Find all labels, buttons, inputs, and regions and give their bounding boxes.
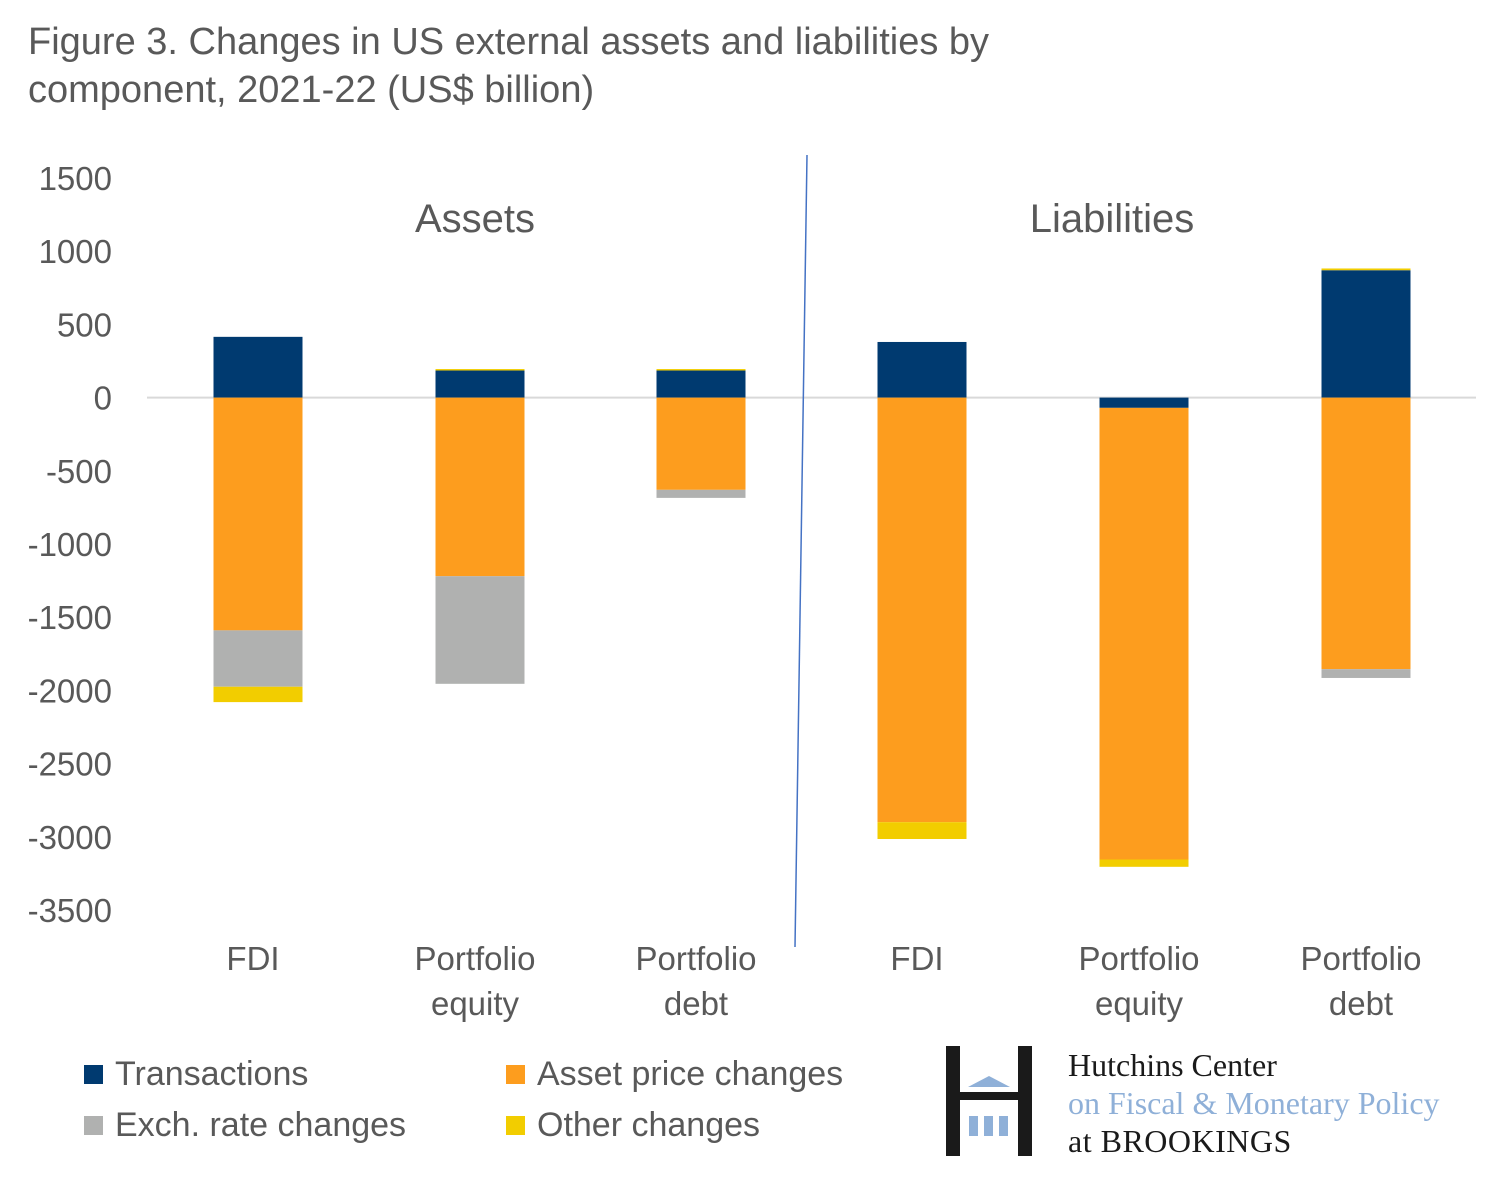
bar-segment-transactions [213,336,303,398]
bar-segment-other-changes [213,686,303,703]
bar-segment-other-changes [435,369,525,371]
bar-segment-exch-rate-changes [656,489,746,498]
group-label-liabilities: Liabilities [1030,197,1195,241]
logo-line-1: Hutchins Center [1068,1047,1277,1083]
x-category-label: Portfolio equity [414,940,535,1022]
legend-item-transactions: Transactions [84,1055,308,1094]
x-category-label: FDI [226,940,279,977]
bar-segment-asset-price-changes [877,397,967,823]
hutchins-h-building-icon [946,1046,1032,1156]
logo-line-3: at BROOKINGS [1068,1123,1292,1159]
bar-segment-transactions [1321,270,1411,398]
legend-item-asset-price-changes: Asset price changes [506,1055,843,1094]
bar-segment-transactions [656,370,746,398]
x-axis: FDI Portfolio equity Portfolio debt FDI Portfo… [226,940,1421,1022]
x-category-label: Portfolio debt [635,940,756,1022]
bar-segment-asset-price-changes [213,397,303,631]
bar-segment-other-changes [656,369,746,371]
y-tick-label: -500 [46,453,112,490]
bar-segment-other-changes [1321,268,1411,271]
bar-segment-asset-price-changes [435,397,525,577]
bar-segment-transactions [1099,397,1189,408]
group-labels: Assets Liabilities [415,197,1194,241]
y-tick-label: -3000 [28,819,112,856]
y-tick-label: 1000 [39,233,112,270]
chart-title-line-2: component, 2021-22 (US$ billion) [28,69,595,111]
bar-segment-exch-rate-changes [1321,669,1411,678]
assets-liabilities-divider [794,154,808,948]
legend-item-exch-rate-changes: Exch. rate changes [84,1106,406,1145]
legend-item-other-changes: Other changes [506,1106,760,1145]
bars [213,268,1411,867]
logo-line-2: on Fiscal & Monetary Policy [1068,1085,1440,1121]
x-category-label: FDI [890,940,943,977]
bar-segment-transactions [435,370,525,398]
bar-segment-other-changes [877,822,967,839]
logo-text: Hutchins Center on Fiscal & Monetary Pol… [1068,1046,1440,1160]
y-tick-label: 500 [57,306,112,343]
x-category-label: Portfolio debt [1300,940,1421,1022]
legend-swatch-transactions [84,1065,103,1084]
y-tick-label: -2500 [28,746,112,783]
bar-segment-asset-price-changes [656,397,746,490]
bar-segment-exch-rate-changes [435,576,525,684]
stacked-bar-chart: 1500 1000 500 0 -500 -1000 -1500 -2000 -2500 -300… [28,154,1476,1022]
x-category-label: Portfolio equity [1078,940,1199,1022]
bar-segment-asset-price-changes [1099,407,1189,860]
bar-segment-other-changes [1099,859,1189,867]
y-tick-label: 1500 [39,160,112,197]
y-tick-label: -1000 [28,526,112,563]
chart-title-line-1: Figure 3. Changes in US external assets … [28,21,990,63]
hutchins-center-logo: Hutchins Center on Fiscal & Monetary Pol… [946,1046,1496,1160]
y-axis: 1500 1000 500 0 -500 -1000 -1500 -2000 -2500 -300… [28,160,112,929]
y-tick-label: -2000 [28,672,112,709]
y-tick-label: 0 [94,380,112,417]
legend-swatch-other-changes [506,1116,525,1135]
legend-label: Other changes [537,1106,761,1144]
bar-segment-exch-rate-changes [213,630,303,687]
legend-label: Exch. rate changes [115,1106,407,1144]
bar-segment-transactions [877,341,967,398]
legend-label: Asset price changes [537,1055,844,1093]
y-tick-label: -3500 [28,892,112,929]
bar-segment-asset-price-changes [1321,397,1411,670]
legend-swatch-asset-price-changes [506,1065,525,1084]
chart-title: Figure 3. Changes in US external assets … [28,18,1328,114]
group-label-assets: Assets [415,197,535,241]
y-tick-label: -1500 [28,599,112,636]
legend-label: Transactions [115,1055,309,1093]
legend-swatch-exch-rate-changes [84,1116,103,1135]
